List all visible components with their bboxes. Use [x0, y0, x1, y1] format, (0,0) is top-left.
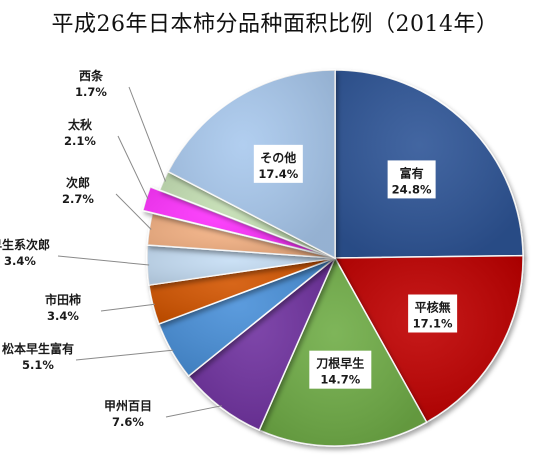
slice-name-label: 太秋	[68, 117, 93, 132]
slice-name-label: 甲州百目	[104, 399, 152, 413]
chart-title: 平成26年日本柿分品种面积比例（2014年）	[51, 12, 499, 37]
slice-name-label: 富有	[400, 165, 424, 180]
slice-name-label: その他	[260, 150, 296, 165]
slice-name-label: 次郎	[66, 175, 90, 190]
slice-value-label: 1.7%	[75, 85, 107, 99]
slice-label-10: 西条 1.7%	[75, 68, 166, 182]
slice-label-11: その他 17.4%	[253, 144, 303, 183]
pie-slice-shade	[168, 70, 335, 258]
slice-label-7: 早生系次郎 3.4%	[0, 237, 150, 268]
pie-slice-shade	[188, 258, 335, 431]
label-box	[253, 144, 303, 183]
pie-slice-shade	[158, 258, 335, 377]
pie-slice-11	[167, 69, 336, 260]
slice-value-label: 3.4%	[4, 254, 36, 268]
slice-name-label: 西条	[79, 68, 104, 83]
pie-slice-shade	[147, 213, 335, 258]
slice-label-3: 刀根早生 14.7%	[309, 350, 372, 389]
leader-line	[75, 349, 174, 361]
slice-value-label: 17.1%	[413, 317, 453, 331]
slice-label-2: 平核無 17.1%	[408, 294, 458, 333]
slice-value-label: 17.4%	[258, 167, 298, 181]
slice-value-label: 14.7%	[320, 373, 360, 387]
slice-value-label: 2.7%	[62, 192, 94, 206]
slice-name-label: 早生系次郎	[0, 237, 50, 252]
slice-value-label: 5.1%	[22, 358, 54, 372]
slice-label-4: 甲州百目 7.6%	[104, 399, 223, 429]
slice-value-label: 2.1%	[64, 134, 96, 148]
slice-value-label: 3.4%	[47, 309, 79, 323]
slice-label-8: 次郎 2.7%	[62, 175, 152, 230]
leader-line	[115, 193, 152, 230]
pie-slice-9	[141, 185, 326, 256]
pie-slice-2	[333, 254, 524, 424]
slice-label-1: 富有 24.8%	[387, 160, 436, 199]
pie-slice-shade	[159, 171, 335, 258]
slice-name-label: 市田柿	[45, 292, 81, 307]
slices-layer	[141, 69, 524, 447]
slice-label-6: 市田柿 3.4%	[45, 292, 155, 323]
label-box	[408, 294, 458, 333]
leader-line	[128, 86, 166, 182]
pie-slice-shade	[148, 258, 335, 324]
leader-line	[117, 135, 149, 200]
label-box	[309, 350, 372, 389]
pie-slice-shade	[142, 186, 326, 255]
slice-name-label: 松本早生富有	[2, 341, 74, 356]
leader-line	[165, 405, 223, 418]
pie-slice-8	[146, 212, 336, 259]
slice-label-5: 松本早生富有 5.1%	[2, 341, 174, 372]
slice-name-label: 平核無	[415, 300, 451, 315]
slice-value-label: 24.8%	[392, 182, 432, 196]
labels-layer: 富有 24.8% 平核無 17.1% 刀根早生 14.7% 甲州百目 7.6% 松本早生富有 5.…	[0, 68, 458, 429]
slice-value-label: 7.6%	[112, 415, 144, 429]
slice-label-9: 太秋 2.1%	[64, 117, 149, 200]
pie-slice-shade	[335, 255, 523, 423]
leader-line	[57, 255, 150, 266]
leader-line	[100, 303, 155, 312]
slice-name-label: 刀根早生	[316, 356, 364, 371]
label-box	[387, 160, 436, 199]
